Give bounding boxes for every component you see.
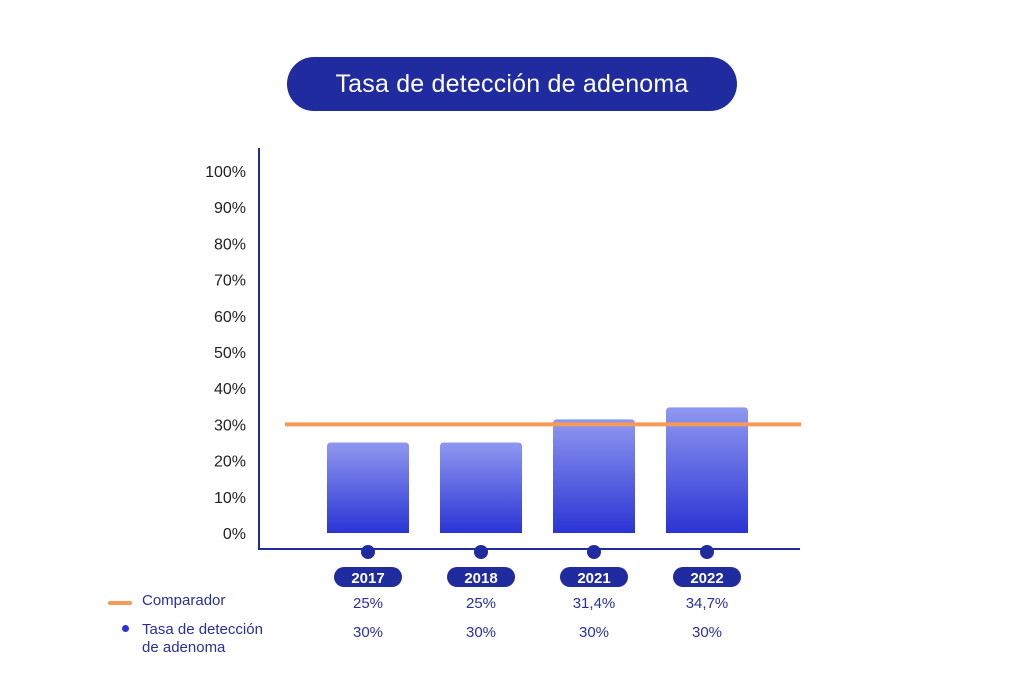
legend-comparador: Comparador [142,592,226,609]
bar-2022 [666,407,748,533]
category-marker-dot [587,545,601,559]
y-tick-label: 80% [214,236,246,253]
y-tick-label: 30% [214,417,246,434]
legend-tasa-line2: de adenoma [142,639,226,656]
category-label: 2018 [464,570,497,587]
category-pill [560,567,628,587]
y-tick-label: 20% [214,454,246,471]
category-marker-dot [474,545,488,559]
category-marker-dot [361,545,375,559]
category-pill [334,567,402,587]
comparator-value-label: 30% [692,624,722,641]
comparator-value-label: 30% [579,624,609,641]
rate-legend-dot [122,625,129,632]
y-axis-ticks: 0% 10% 20% 30% 40% 50% 60% 70% 80% 90% 100% [205,164,246,543]
comparator-value-label: 30% [353,624,383,641]
rate-value-label: 25% [466,595,496,612]
y-tick-label: 60% [214,309,246,326]
rate-value-label: 31,4% [573,595,616,612]
rate-value-label: 25% [353,595,383,612]
bar-2017 [327,442,409,533]
comparator-legend-swatch [108,601,132,605]
y-tick-label: 0% [223,526,246,543]
category-label: 2022 [690,570,723,587]
y-tick-label: 40% [214,381,246,398]
bars [327,407,748,533]
comparator-value-label: 30% [466,624,496,641]
category-label: 2021 [577,570,610,587]
chart-title: Tasa de detección de adenoma [287,57,737,111]
y-tick-label: 70% [214,273,246,290]
category-pill [673,567,741,587]
category-pill [447,567,515,587]
y-tick-label: 100% [205,164,246,181]
y-tick-label: 10% [214,490,246,507]
rate-value-label: 34,7% [686,595,729,612]
category-label: 2017 [351,570,384,587]
y-tick-label: 50% [214,345,246,362]
category-marker-dot [700,545,714,559]
legend-tasa-line1: Tasa de detección [142,621,263,638]
bar-2018 [440,442,522,533]
y-tick-label: 90% [214,200,246,217]
category-markers: 2017 25% 30% 2018 25% 30% 2021 31,4% 30% 2022 34,7… [334,545,741,641]
bar-2021 [553,419,635,533]
